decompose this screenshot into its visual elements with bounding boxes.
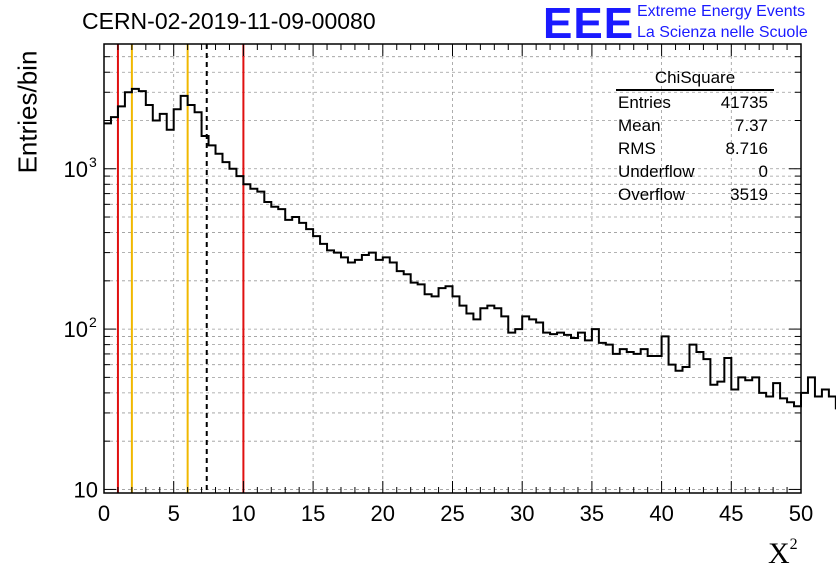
x-tick-label: 50 [789, 501, 813, 526]
y-axis-label: Entries/bin [12, 50, 43, 174]
x-tick-label: 35 [580, 501, 604, 526]
stats-value: 8.716 [725, 139, 768, 158]
stats-label: Underflow [618, 162, 695, 181]
stats-value: 41735 [720, 93, 768, 112]
stats-label: RMS [618, 139, 656, 158]
y-tick-exponent: 3 [89, 154, 97, 170]
eee-logo: EEE [543, 0, 635, 48]
x-tick-label: 10 [231, 501, 255, 526]
stats-box: ChiSquare Entries 41735 Mean 7.37 RMS 8.716… [612, 68, 778, 206]
x-tick-label: 0 [98, 501, 110, 526]
stats-title: ChiSquare [616, 68, 774, 91]
stats-label: Entries [618, 93, 671, 112]
y-tick-label: 10 [74, 477, 98, 502]
x-tick-label: 45 [719, 501, 743, 526]
x-axis-ticks: 0 5 10 15 20 25 30 35 40 45 50 [98, 44, 813, 526]
logo-subtitle-1: Extreme Energy Events [637, 3, 806, 20]
stats-row: Mean 7.37 [612, 114, 778, 137]
logo-subtitle-2: La Scienza nelle Scuole [637, 24, 808, 41]
stats-label: Mean [618, 116, 661, 135]
stats-row: RMS 8.716 [612, 137, 778, 160]
x-axis-label: X2 [768, 536, 798, 571]
x-axis-label-exponent: 2 [789, 536, 798, 553]
stats-value: 3519 [730, 185, 768, 204]
x-tick-label: 25 [440, 501, 464, 526]
grid-lines [104, 44, 801, 493]
x-tick-label: 5 [168, 501, 180, 526]
stats-label: Overflow [618, 185, 686, 204]
x-tick-label: 30 [510, 501, 534, 526]
chart-title: CERN-02-2019-11-09-00080 [82, 8, 376, 34]
y-tick-exponent: 2 [89, 314, 97, 330]
stats-value: 0 [758, 162, 768, 181]
x-tick-label: 40 [649, 501, 673, 526]
histogram [104, 87, 836, 410]
stats-row: Overflow 3519 [612, 183, 778, 206]
histogram-line [104, 87, 836, 410]
x-axis-label-text: X [768, 537, 790, 570]
marker-lines [116, 44, 245, 493]
y-tick-label: 10 [64, 157, 88, 182]
x-tick-label: 15 [301, 501, 325, 526]
stats-row: Entries 41735 [612, 91, 778, 114]
stats-row: Underflow 0 [612, 160, 778, 183]
y-tick-label: 10 [64, 317, 88, 342]
x-tick-label: 20 [371, 501, 395, 526]
stats-value: 7.37 [734, 116, 768, 135]
